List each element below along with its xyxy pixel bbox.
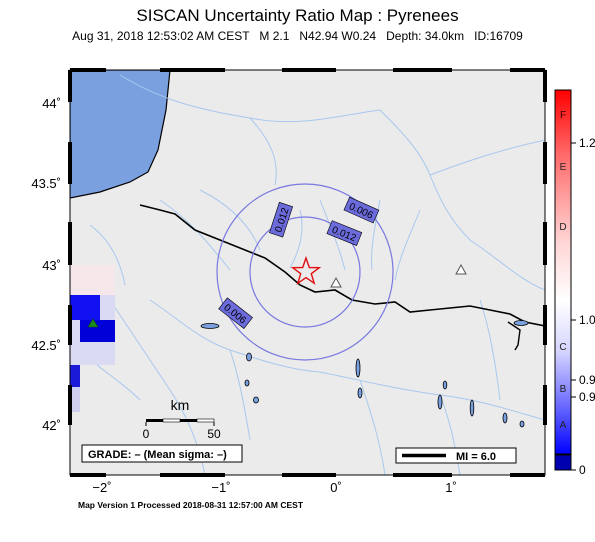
mi-legend-box xyxy=(395,447,517,464)
reservoirs xyxy=(200,320,529,428)
scale-bar: km 0 50 xyxy=(143,397,221,441)
lat-label: 42.5˚ xyxy=(31,338,61,353)
frame-ticks xyxy=(68,68,547,477)
lat-label: 43.5˚ xyxy=(31,176,61,191)
station-triangle-icon xyxy=(87,318,99,328)
svg-text:C: C xyxy=(559,342,566,353)
svg-text:D: D xyxy=(559,222,566,233)
lon-label: 0˚ xyxy=(330,480,342,495)
svg-text:0.9: 0.9 xyxy=(579,390,595,404)
longitude-labels: −2˚ −1˚ 0˚ 1˚ xyxy=(92,480,456,495)
grade-text: GRADE: – (Mean sigma: –) xyxy=(88,449,227,461)
svg-text:A: A xyxy=(560,420,567,431)
grade-box xyxy=(81,444,243,463)
svg-text:B: B xyxy=(560,384,567,395)
scale-max: 50 xyxy=(207,427,221,441)
svg-text:F: F xyxy=(560,110,566,121)
svg-text:1.0: 1.0 xyxy=(579,313,595,327)
grade-letters: F E D C B A xyxy=(559,110,566,431)
lat-label: 42˚ xyxy=(42,418,61,433)
epicenter-star-icon xyxy=(290,255,322,286)
map-footer: Map Version 1 Processed 2018-08-31 12:57… xyxy=(78,500,304,510)
event-info: Aug 31, 2018 12:53:02 AM CEST M 2.1 N42.… xyxy=(72,29,523,43)
svg-text:E: E xyxy=(560,162,567,173)
svg-text:1.2: 1.2 xyxy=(579,136,595,150)
lon-label: −1˚ xyxy=(211,480,230,495)
lon-label: 1˚ xyxy=(445,480,457,495)
contour-labels: 0.012 0.012 0.006 0.006 xyxy=(218,196,380,329)
rivers xyxy=(79,74,545,475)
scale-unit: km xyxy=(171,397,190,413)
latitude-labels: 44˚ 43.5˚ 43˚ 42.5˚ 42˚ xyxy=(31,96,61,433)
svg-text:0.9: 0.9 xyxy=(579,373,595,387)
color-bar: F E D C B A 1.2 1.0 0.9 0.9 0 xyxy=(554,89,595,477)
ocean xyxy=(70,70,171,199)
svg-text:0: 0 xyxy=(579,463,586,477)
uncertainty-cells xyxy=(70,265,115,412)
map-title: SISCAN Uncertainty Ratio Map : Pyrenees xyxy=(136,6,459,25)
colorbar-values: 1.2 1.0 0.9 0.9 0 xyxy=(579,136,595,477)
mi-legend-text: MI = 6.0 xyxy=(456,451,496,463)
lat-label: 44˚ xyxy=(42,96,61,111)
station-triangle-icon xyxy=(330,276,342,288)
national-border xyxy=(139,204,545,327)
uncertainty-contours xyxy=(216,183,394,361)
lat-label: 43˚ xyxy=(42,258,61,273)
station-triangle-icon xyxy=(455,263,467,275)
scale-min: 0 xyxy=(143,427,150,441)
lon-label: −2˚ xyxy=(92,480,111,495)
